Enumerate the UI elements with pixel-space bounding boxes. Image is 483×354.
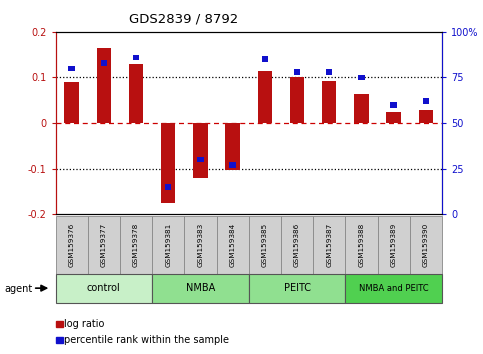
Text: control: control xyxy=(87,283,121,293)
Bar xyxy=(249,274,345,303)
Text: GSM159383: GSM159383 xyxy=(198,223,203,267)
Bar xyxy=(419,110,433,123)
Bar xyxy=(386,112,401,123)
Bar xyxy=(262,57,268,62)
Text: GSM159388: GSM159388 xyxy=(358,223,365,267)
Bar xyxy=(56,216,88,274)
Bar xyxy=(129,64,143,123)
Bar xyxy=(390,102,397,108)
Bar xyxy=(69,65,75,71)
Text: NMBA: NMBA xyxy=(186,283,215,293)
Bar xyxy=(257,70,272,123)
Bar xyxy=(165,184,171,189)
Bar xyxy=(378,216,410,274)
Bar xyxy=(345,216,378,274)
Bar xyxy=(249,216,281,274)
Bar xyxy=(216,216,249,274)
Bar xyxy=(345,274,442,303)
Bar xyxy=(64,82,79,123)
Text: GSM159381: GSM159381 xyxy=(165,223,171,267)
Text: PEITC: PEITC xyxy=(284,283,311,293)
Bar xyxy=(294,69,300,75)
Text: agent: agent xyxy=(5,284,33,293)
Text: GSM159390: GSM159390 xyxy=(423,223,429,267)
Bar xyxy=(423,98,429,104)
Bar xyxy=(354,94,369,123)
Bar xyxy=(120,216,152,274)
Bar xyxy=(197,157,204,162)
Text: GDS2839 / 8792: GDS2839 / 8792 xyxy=(129,12,238,25)
Bar xyxy=(97,48,111,123)
Text: GSM159377: GSM159377 xyxy=(101,223,107,267)
Bar xyxy=(152,216,185,274)
Text: GSM159387: GSM159387 xyxy=(326,223,332,267)
Bar xyxy=(322,81,337,123)
Text: log ratio: log ratio xyxy=(64,319,105,329)
Bar xyxy=(193,123,208,178)
Text: GSM159385: GSM159385 xyxy=(262,223,268,267)
Bar xyxy=(56,274,152,303)
Text: percentile rank within the sample: percentile rank within the sample xyxy=(64,335,229,345)
Text: GSM159376: GSM159376 xyxy=(69,223,75,267)
Bar xyxy=(229,162,236,168)
Bar xyxy=(133,55,139,60)
Bar xyxy=(100,60,107,65)
Text: GSM159378: GSM159378 xyxy=(133,223,139,267)
Bar xyxy=(326,69,332,75)
Bar xyxy=(185,216,216,274)
Bar xyxy=(152,274,249,303)
Bar xyxy=(226,123,240,170)
Text: GSM159386: GSM159386 xyxy=(294,223,300,267)
Bar xyxy=(313,216,345,274)
Bar xyxy=(161,123,175,203)
Bar xyxy=(410,216,442,274)
Bar xyxy=(358,75,365,80)
Text: GSM159389: GSM159389 xyxy=(391,223,397,267)
Bar xyxy=(88,216,120,274)
Bar xyxy=(290,78,304,123)
Bar xyxy=(281,216,313,274)
Text: NMBA and PEITC: NMBA and PEITC xyxy=(359,284,428,293)
Text: GSM159384: GSM159384 xyxy=(229,223,236,267)
